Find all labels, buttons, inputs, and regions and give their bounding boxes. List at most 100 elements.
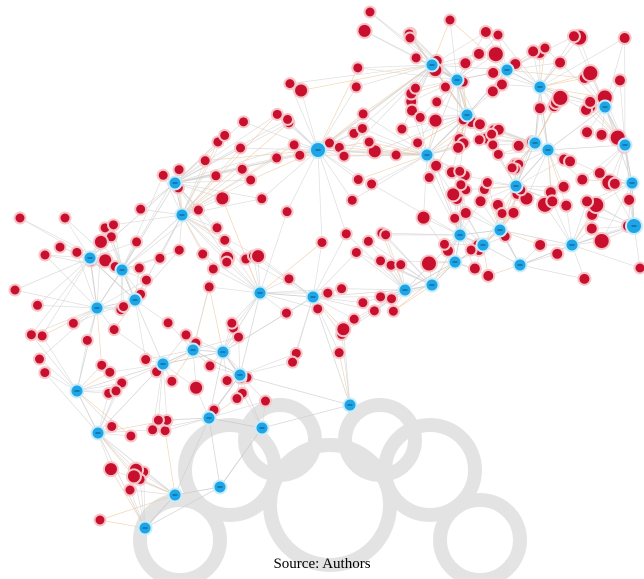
edge: [208, 286, 224, 353]
red-node-core: [127, 470, 140, 483]
red-node-core: [497, 208, 507, 218]
red-node-core: [109, 325, 119, 335]
edge: [547, 106, 606, 151]
red-node-core: [220, 130, 230, 140]
edge: [181, 147, 241, 216]
edge: [145, 349, 194, 360]
red-node-core: [386, 260, 396, 270]
edge: [456, 31, 487, 81]
edge: [261, 149, 319, 200]
edge: [162, 363, 168, 421]
red-node-core: [357, 123, 367, 133]
red-node-core: [555, 57, 566, 68]
red-node-core: [82, 335, 92, 345]
edge: [181, 214, 214, 270]
red-node-core: [614, 75, 625, 86]
red-node-core: [117, 378, 127, 388]
red-node-core: [473, 48, 484, 59]
edge: [601, 182, 633, 242]
red-node-core: [488, 47, 503, 62]
red-node-core: [460, 58, 471, 69]
edge: [37, 304, 98, 309]
red-node-core: [284, 274, 294, 284]
edge: [547, 149, 567, 206]
red-node-core: [540, 43, 550, 53]
red-node-core: [181, 330, 191, 340]
edge: [519, 264, 585, 280]
edge: [174, 182, 262, 200]
red-node-core: [415, 112, 425, 122]
edge: [14, 289, 98, 309]
edge: [357, 64, 433, 69]
red-node-core: [596, 129, 607, 140]
edge: [493, 72, 541, 88]
edge: [181, 168, 243, 216]
edge: [174, 486, 221, 496]
edge: [317, 149, 347, 234]
red-node-core: [558, 181, 569, 192]
edge: [259, 292, 314, 298]
edge: [139, 479, 146, 529]
red-node-core: [205, 361, 215, 371]
red-node-core: [488, 140, 498, 150]
edge: [44, 254, 98, 309]
edge: [109, 363, 164, 373]
edge: [239, 353, 297, 376]
edge: [534, 86, 541, 144]
red-node-core: [493, 149, 503, 159]
edge: [369, 141, 428, 156]
red-node-core: [95, 515, 105, 525]
edge: [76, 390, 113, 427]
edge: [371, 183, 461, 236]
red-node-core: [368, 145, 381, 158]
edge: [374, 114, 468, 152]
edge: [571, 201, 588, 246]
edge: [192, 349, 241, 376]
red-node-core: [535, 239, 546, 250]
edge: [181, 214, 247, 260]
red-node-core: [353, 175, 363, 185]
red-node-core: [105, 367, 115, 377]
edge: [97, 432, 146, 529]
red-node-core: [291, 348, 301, 358]
edge: [222, 198, 261, 294]
edge: [162, 351, 224, 365]
edge: [76, 307, 98, 392]
edge: [289, 64, 433, 84]
edge: [121, 214, 183, 271]
red-node-core: [445, 15, 455, 25]
red-node-core: [198, 249, 208, 259]
red-node-core: [474, 135, 484, 145]
red-node-core: [190, 381, 203, 394]
red-node-core: [111, 386, 121, 396]
edge: [181, 214, 259, 257]
red-node-core: [358, 109, 368, 119]
edge: [209, 286, 261, 294]
red-node-core: [167, 376, 177, 386]
edge: [515, 149, 549, 187]
edge: [174, 121, 244, 184]
red-node-core: [40, 368, 50, 378]
red-node-core: [252, 250, 265, 263]
red-node-core: [528, 46, 539, 57]
edge: [226, 261, 261, 294]
edge: [428, 177, 461, 236]
red-node-core: [475, 196, 486, 207]
red-node-core: [619, 33, 630, 44]
edge: [499, 229, 573, 246]
edge: [181, 114, 278, 216]
red-node-core: [474, 119, 485, 130]
edge: [506, 69, 585, 79]
red-node-core: [285, 79, 295, 89]
red-node-core: [387, 294, 397, 304]
edge: [312, 296, 363, 303]
edge: [37, 257, 91, 306]
red-node-core: [200, 156, 210, 166]
edge: [341, 288, 406, 291]
red-node-core: [432, 97, 442, 107]
edge: [344, 154, 428, 157]
edge: [113, 214, 183, 226]
edge: [519, 244, 573, 266]
red-node-core: [410, 83, 420, 93]
